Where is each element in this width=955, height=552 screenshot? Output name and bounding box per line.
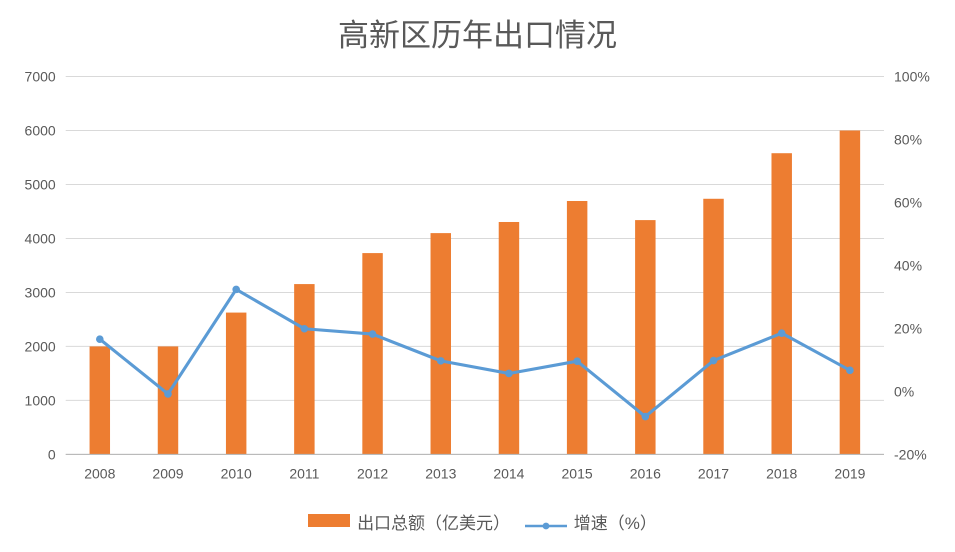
svg-text:1000: 1000 xyxy=(25,392,56,408)
svg-text:40%: 40% xyxy=(894,257,922,273)
svg-text:2015: 2015 xyxy=(562,465,593,481)
svg-text:0%: 0% xyxy=(894,383,914,399)
svg-text:80%: 80% xyxy=(894,132,922,148)
svg-text:2012: 2012 xyxy=(357,465,388,481)
svg-text:2010: 2010 xyxy=(221,465,252,481)
svg-text:60%: 60% xyxy=(894,195,922,211)
svg-text:2019: 2019 xyxy=(834,465,865,481)
svg-text:100%: 100% xyxy=(894,69,930,85)
svg-text:2018: 2018 xyxy=(766,465,797,481)
svg-text:2011: 2011 xyxy=(289,465,319,481)
svg-text:3000: 3000 xyxy=(25,284,56,300)
svg-text:2000: 2000 xyxy=(25,338,56,354)
svg-text:2013: 2013 xyxy=(425,465,456,481)
svg-text:5000: 5000 xyxy=(25,177,56,193)
svg-text:2008: 2008 xyxy=(84,465,115,481)
svg-text:7000: 7000 xyxy=(25,69,56,85)
svg-text:2009: 2009 xyxy=(152,465,183,481)
svg-text:2016: 2016 xyxy=(630,465,661,481)
svg-text:20%: 20% xyxy=(894,320,922,336)
svg-text:0: 0 xyxy=(48,446,56,462)
svg-text:2014: 2014 xyxy=(493,465,524,481)
svg-text:-20%: -20% xyxy=(894,446,927,462)
svg-text:4000: 4000 xyxy=(25,231,56,247)
svg-text:2017: 2017 xyxy=(698,465,729,481)
svg-text:6000: 6000 xyxy=(25,123,56,139)
